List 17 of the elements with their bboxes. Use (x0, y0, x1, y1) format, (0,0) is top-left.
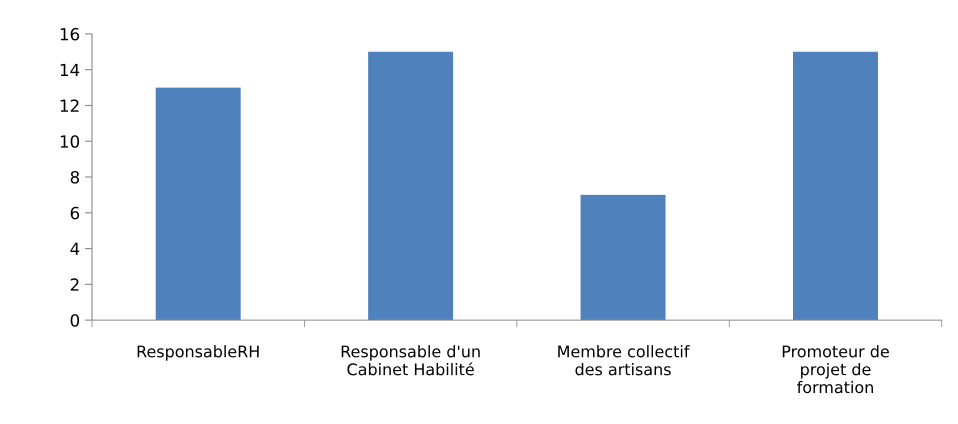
y-tick-label: 6 (70, 206, 80, 220)
bar (580, 194, 666, 320)
y-tick-label: 12 (60, 99, 78, 112)
x-tick-label: Responsable d'un Cabinet Habilité (342, 345, 480, 376)
x-tick-label: Membre collectif des artisans (558, 345, 690, 376)
bar (156, 88, 241, 320)
y-tick-label: 4 (70, 242, 80, 255)
y-tick-label: 2 (70, 278, 78, 291)
y-tick-label: 8 (70, 170, 80, 184)
y-tick-label: 16 (60, 28, 80, 40)
y-tick-label: 0 (70, 314, 80, 327)
y-tick-label: 14 (60, 64, 80, 76)
x-tick-label: Promoteur de projet de formation (782, 345, 889, 394)
bar (793, 52, 878, 320)
x-tick-label: ResponsableRH (138, 345, 259, 361)
bar (368, 52, 454, 320)
y-tick-label: 10 (60, 135, 80, 148)
